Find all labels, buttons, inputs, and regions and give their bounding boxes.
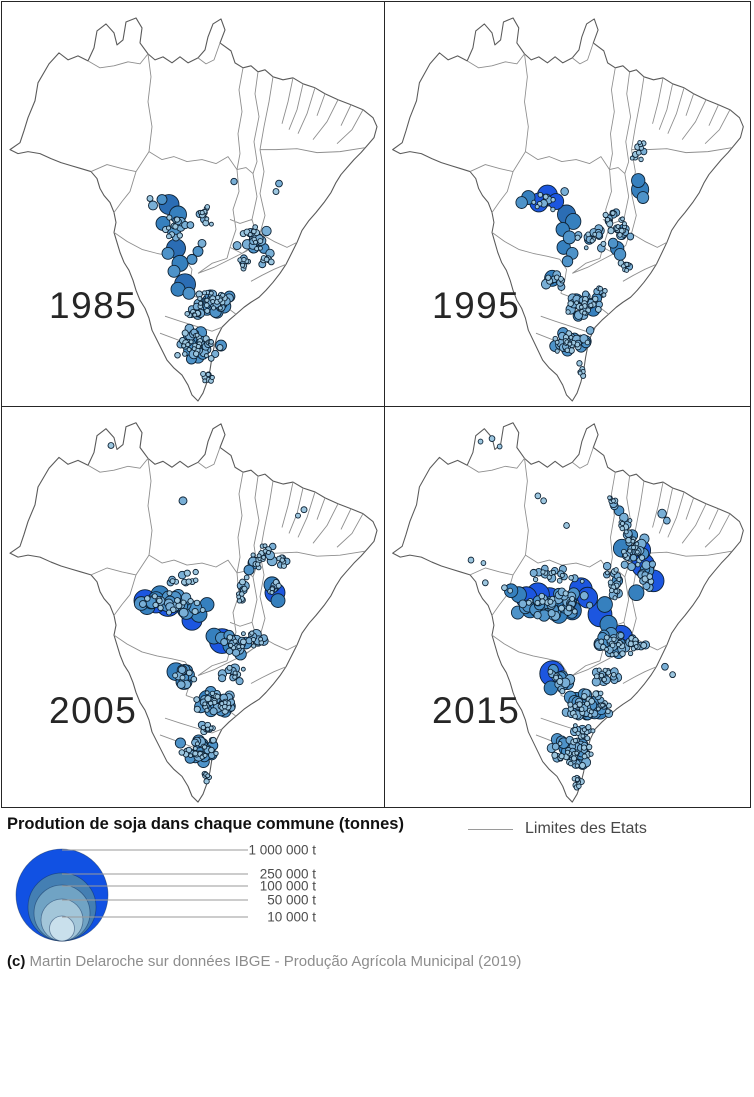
legend-size-label: 10 000 t xyxy=(267,910,316,925)
map-panel-2015: 2015 xyxy=(385,407,750,807)
credit-line: (c) Martin Delaroche sur données IBGE - … xyxy=(7,953,521,970)
legend-title: Prodution de soja dans chaque commune (t… xyxy=(7,815,404,833)
state-line-sample xyxy=(468,828,513,830)
legend-size-label: 250 000 t xyxy=(260,867,317,882)
credit-text: Martin Delaroche sur données IBGE - Prod… xyxy=(29,953,522,970)
brazil-map-2015 xyxy=(392,422,744,803)
brazil-map-2005 xyxy=(9,422,378,803)
credit-copyright: (c) xyxy=(7,953,26,970)
map-grid: 1985 1995 2005 2015 xyxy=(1,1,751,808)
bubble-layer-1995 xyxy=(515,140,650,379)
bubble-layer-2005 xyxy=(107,442,308,785)
bubble-layer-1985 xyxy=(146,177,283,384)
legend-size-label: 50 000 t xyxy=(267,893,316,908)
state-lines-legend: Limites des Etats xyxy=(468,820,647,838)
state-lines-label: Limites des Etats xyxy=(525,820,647,837)
legend-size-label: 100 000 t xyxy=(260,879,317,894)
brazil-map-1995 xyxy=(392,17,744,402)
map-panel-2005: 2005 xyxy=(2,407,385,807)
legend-size-label: 1 000 000 t xyxy=(248,843,316,858)
year-label-2015: 2015 xyxy=(432,690,521,731)
year-label-1985: 1985 xyxy=(49,285,138,326)
map-panel-1995: 1995 xyxy=(385,2,750,407)
bubble-layer-2015 xyxy=(467,435,676,791)
year-label-2005: 2005 xyxy=(49,690,138,731)
brazil-map-1985 xyxy=(9,17,378,402)
map-panel-1985: 1985 xyxy=(2,2,385,407)
year-label-1995: 1995 xyxy=(432,285,521,326)
